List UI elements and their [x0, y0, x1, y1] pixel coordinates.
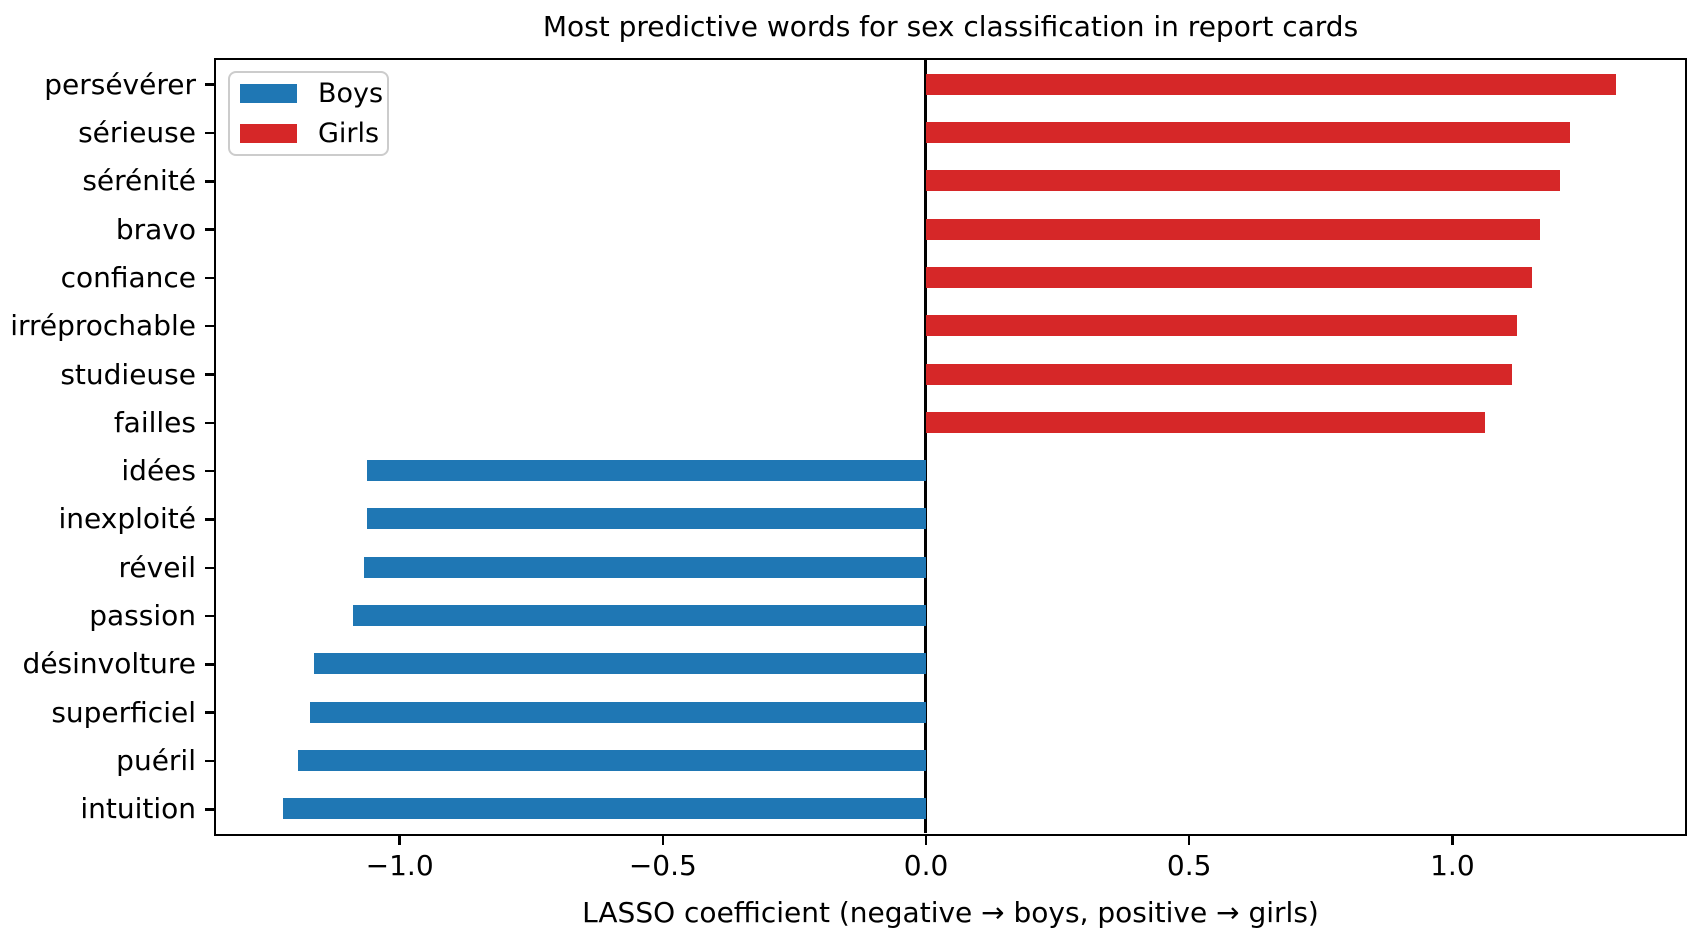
y-tick-mark — [205, 83, 214, 86]
bar-boys — [367, 460, 926, 482]
x-tick-mark — [661, 836, 665, 845]
bar-boys — [366, 508, 926, 530]
chart-title: Most predictive words for sex classifica… — [542, 10, 1359, 43]
legend: Boys Girls — [228, 71, 389, 156]
y-tick-mark — [205, 518, 214, 521]
y-tick-label: désinvolture — [22, 647, 196, 681]
y-tick-label: sérénité — [82, 164, 196, 198]
x-tick-mark — [924, 836, 928, 845]
y-tick-label: bravo — [115, 212, 196, 246]
x-tick-label: 1.0 — [1430, 849, 1475, 882]
y-tick-label: irréprochable — [10, 309, 196, 343]
y-tick-mark — [205, 614, 214, 618]
x-tick-mark — [1187, 836, 1191, 845]
bar-girls — [925, 218, 1540, 240]
y-tick-label: studieuse — [60, 357, 196, 391]
y-tick-mark — [205, 759, 214, 763]
zero-axis-line — [924, 60, 928, 833]
y-tick-label: réveil — [118, 550, 196, 584]
x-tick-label: −1.0 — [365, 849, 434, 882]
legend-label: Girls — [318, 118, 380, 149]
y-tick-mark — [205, 276, 214, 280]
y-tick-mark — [205, 469, 214, 473]
legend-item-boys: Boys — [240, 80, 383, 107]
legend-swatch-icon — [240, 84, 297, 103]
plot-area: Boys Girls — [214, 58, 1687, 836]
y-tick-label: intuition — [80, 792, 196, 826]
x-tick-label: 0.5 — [1166, 849, 1212, 882]
x-tick-label: 0.0 — [903, 849, 949, 882]
bar-girls — [925, 315, 1517, 337]
y-tick-mark — [205, 180, 214, 183]
y-tick-label: inexploité — [58, 502, 197, 536]
y-tick-mark — [205, 131, 214, 135]
y-tick-label: passion — [89, 599, 196, 633]
y-tick-mark — [205, 228, 214, 231]
y-tick-mark — [205, 566, 214, 570]
bar-girls — [925, 121, 1570, 143]
legend-label: Boys — [318, 78, 384, 109]
y-tick-mark — [205, 808, 214, 811]
y-tick-mark — [205, 421, 214, 425]
legend-swatch-icon — [240, 124, 297, 143]
y-tick-label: persévérer — [44, 67, 196, 101]
x-tick-label: −0.5 — [628, 849, 697, 882]
legend-item-girls: Girls — [240, 118, 380, 149]
y-tick-mark — [205, 663, 214, 666]
y-tick-mark — [205, 373, 214, 376]
bar-girls — [925, 266, 1532, 288]
y-tick-mark — [205, 324, 214, 328]
y-tick-label: puéril — [116, 744, 196, 778]
bar-boys — [297, 750, 926, 772]
bar-boys — [353, 605, 926, 627]
y-tick-label: confiance — [60, 260, 196, 294]
y-tick-label: idées — [121, 454, 196, 488]
y-tick-label: sérieuse — [78, 115, 196, 149]
bar-girls — [925, 411, 1486, 433]
y-tick-label: superficiel — [51, 695, 196, 729]
y-tick-mark — [205, 711, 214, 714]
bar-boys — [314, 653, 926, 675]
bar-girls — [925, 170, 1560, 192]
bar-boys — [283, 798, 926, 820]
bar-girls — [925, 363, 1512, 385]
bar-boys — [310, 701, 926, 723]
x-axis-label: LASSO coefficient (negative → boys, posi… — [582, 896, 1319, 929]
bar-girls — [925, 73, 1617, 95]
x-tick-mark — [398, 836, 401, 845]
x-tick-mark — [1451, 836, 1454, 845]
y-tick-label: failles — [113, 405, 196, 439]
bar-boys — [364, 556, 926, 578]
